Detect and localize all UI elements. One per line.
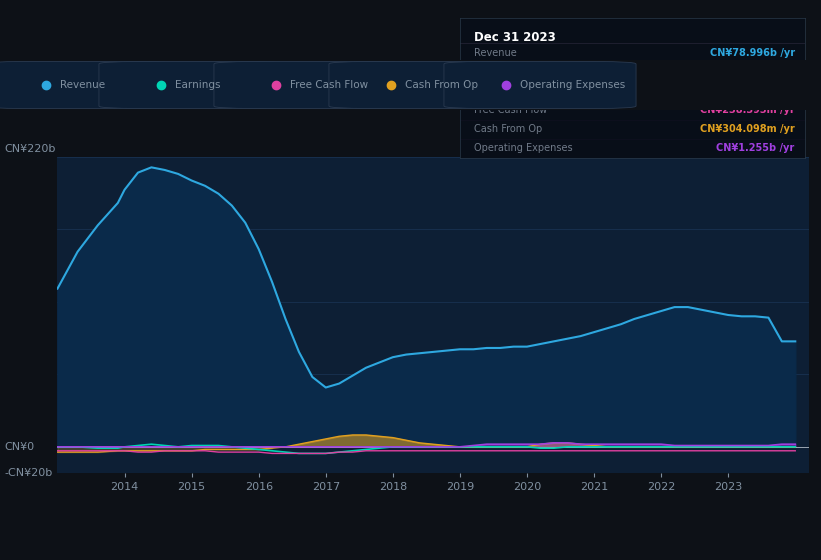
Text: CN¥199.233m /yr: CN¥199.233m /yr bbox=[700, 67, 795, 77]
Text: CN¥238.393m /yr: CN¥238.393m /yr bbox=[699, 105, 795, 115]
Text: CN¥220b: CN¥220b bbox=[4, 144, 56, 154]
Text: CN¥0: CN¥0 bbox=[4, 442, 34, 452]
Text: 0.3% profit margin: 0.3% profit margin bbox=[704, 86, 795, 96]
Text: Dec 31 2023: Dec 31 2023 bbox=[474, 31, 556, 44]
Text: -CN¥20b: -CN¥20b bbox=[4, 468, 53, 478]
Text: Revenue: Revenue bbox=[60, 80, 105, 90]
Text: Free Cash Flow: Free Cash Flow bbox=[474, 105, 547, 115]
Text: Cash From Op: Cash From Op bbox=[406, 80, 479, 90]
FancyBboxPatch shape bbox=[444, 62, 636, 109]
FancyBboxPatch shape bbox=[99, 62, 291, 109]
Text: CN¥78.996b /yr: CN¥78.996b /yr bbox=[709, 48, 795, 58]
FancyBboxPatch shape bbox=[214, 62, 406, 109]
Text: Earnings: Earnings bbox=[474, 67, 516, 77]
Text: Operating Expenses: Operating Expenses bbox=[521, 80, 626, 90]
Text: Cash From Op: Cash From Op bbox=[474, 124, 542, 134]
Text: CN¥1.255b /yr: CN¥1.255b /yr bbox=[717, 143, 795, 153]
FancyBboxPatch shape bbox=[329, 62, 521, 109]
FancyBboxPatch shape bbox=[0, 62, 176, 109]
Text: CN¥304.098m /yr: CN¥304.098m /yr bbox=[699, 124, 795, 134]
Text: Free Cash Flow: Free Cash Flow bbox=[291, 80, 369, 90]
Text: Operating Expenses: Operating Expenses bbox=[474, 143, 572, 153]
Text: Earnings: Earnings bbox=[176, 80, 221, 90]
Text: Revenue: Revenue bbox=[474, 48, 516, 58]
